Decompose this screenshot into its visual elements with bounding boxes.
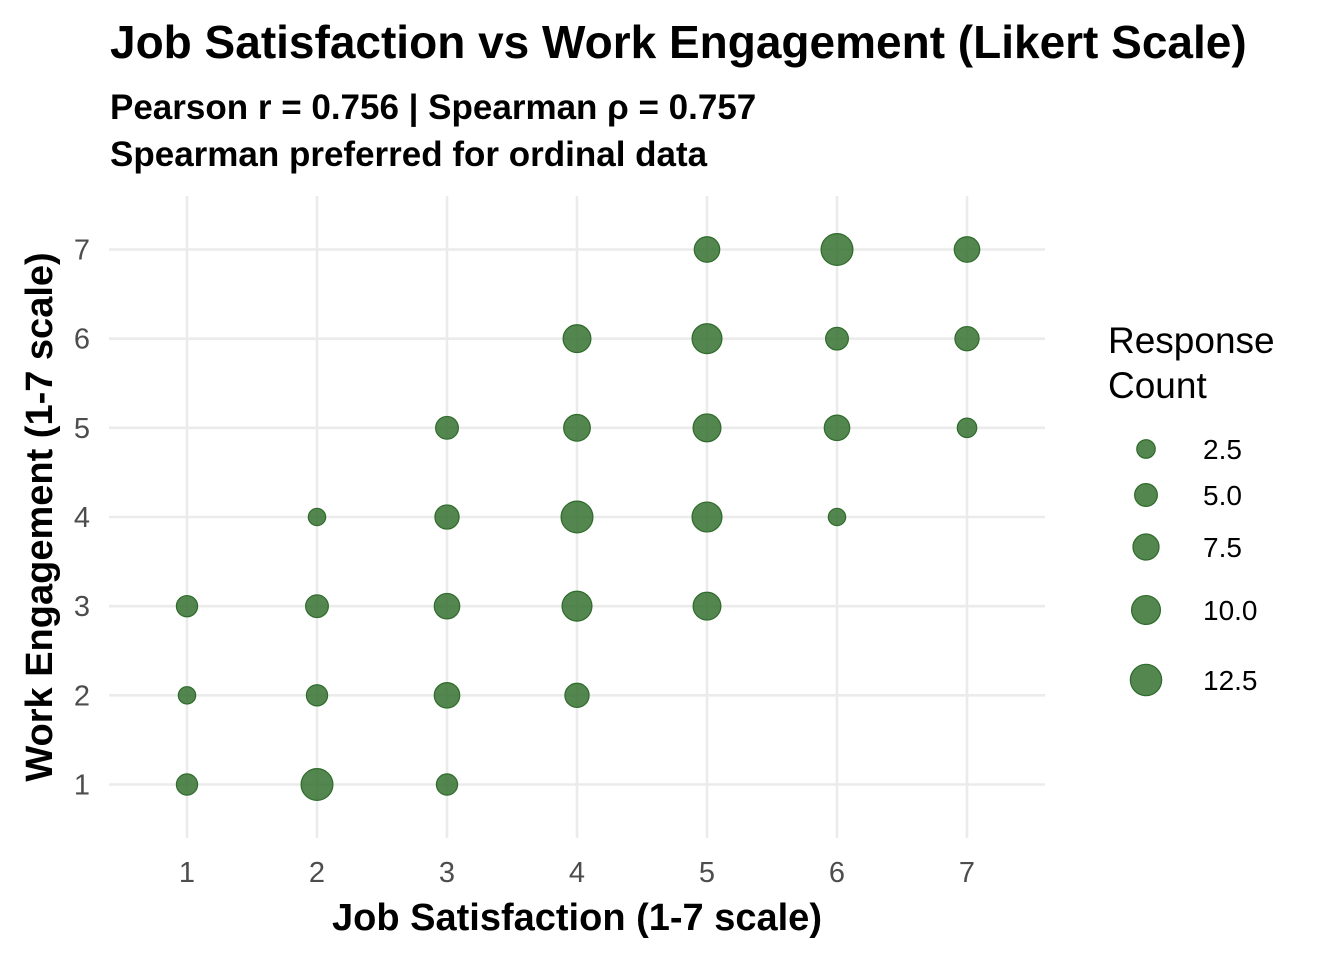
data-point: [825, 326, 849, 351]
data-point: [823, 414, 851, 442]
legend-label: 12.5: [1203, 665, 1258, 696]
legend: Response Count 2.5 5.0 7.5 10.0 12.5: [1108, 320, 1275, 697]
legend-entries: 2.5 5.0 7.5 10.0 12.5: [1129, 434, 1258, 697]
data-point: [433, 592, 461, 620]
legend-label: 5.0: [1203, 480, 1242, 511]
y-tick-label: 5: [74, 413, 90, 445]
data-point: [175, 773, 199, 796]
data-point: [561, 590, 593, 622]
x-axis-ticks: 1 2 3 4 5 6 7: [179, 857, 975, 889]
data-point: [692, 413, 722, 443]
data-point: [305, 594, 329, 619]
data-bubbles: [175, 233, 981, 801]
x-tick-label: 1: [179, 857, 195, 889]
legend-key: [1136, 439, 1156, 459]
legend-title-line-2: Count: [1108, 365, 1207, 406]
legend-label: 2.5: [1203, 434, 1242, 465]
x-tick-label: 4: [569, 857, 585, 889]
data-point: [692, 591, 722, 621]
y-tick-label: 1: [74, 770, 90, 802]
data-point: [435, 773, 459, 796]
data-point: [956, 417, 978, 439]
y-axis-title: Work Engagement (1-7 scale): [19, 252, 61, 781]
data-point: [175, 594, 199, 618]
x-tick-label: 5: [699, 857, 715, 889]
data-point: [693, 236, 721, 263]
data-point: [954, 325, 980, 352]
chart-subtitle-line-1: Pearson r = 0.756 | Spearman ρ = 0.757: [110, 88, 756, 127]
data-point: [953, 236, 981, 263]
legend-label: 10.0: [1203, 595, 1258, 626]
data-point: [691, 501, 723, 533]
legend-key: [1130, 594, 1162, 626]
y-tick-label: 2: [74, 680, 90, 712]
chart-title: Job Satisfaction vs Work Engagement (Lik…: [110, 16, 1247, 68]
data-point: [820, 233, 854, 266]
data-point: [300, 768, 334, 801]
data-point: [177, 686, 197, 705]
chart-subtitle-line-2: Spearman preferred for ordinal data: [110, 135, 708, 174]
x-tick-label: 7: [959, 857, 975, 889]
legend-key: [1132, 533, 1160, 561]
x-tick-label: 3: [439, 857, 455, 889]
legend-title-line-1: Response: [1108, 320, 1275, 361]
y-tick-label: 3: [74, 591, 90, 623]
data-point: [562, 324, 592, 354]
x-tick-label: 6: [829, 857, 845, 889]
legend-key: [1134, 483, 1158, 507]
x-tick-label: 2: [309, 857, 325, 889]
legend-key: [1129, 663, 1163, 697]
data-point: [564, 682, 590, 709]
data-point: [305, 684, 329, 707]
x-axis-title: Job Satisfaction (1-7 scale): [332, 897, 822, 939]
data-point: [307, 507, 327, 527]
data-point: [433, 682, 461, 709]
y-axis-ticks: 1 2 3 4 5 6 7: [74, 235, 90, 802]
data-point: [691, 323, 723, 355]
data-point: [563, 413, 591, 442]
data-point: [434, 504, 460, 530]
y-tick-label: 6: [74, 324, 90, 356]
data-point: [827, 507, 847, 527]
y-tick-label: 7: [74, 235, 90, 267]
data-point: [560, 500, 594, 534]
y-tick-label: 4: [74, 502, 90, 534]
legend-label: 7.5: [1203, 532, 1242, 563]
data-point: [435, 415, 459, 440]
